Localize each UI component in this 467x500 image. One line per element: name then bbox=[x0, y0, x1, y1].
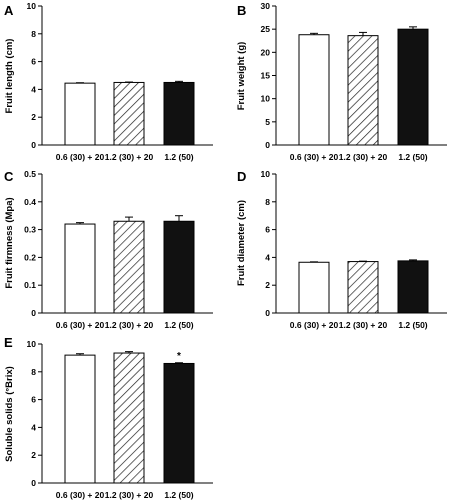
panel-e-category-label: 1.2 (30) + 20 bbox=[105, 490, 154, 500]
panel-d-ytick-label: 0 bbox=[265, 308, 270, 318]
panel-a-letter: A bbox=[4, 3, 14, 18]
panel-e-category-label: 0.6 (30) + 20 bbox=[56, 490, 105, 500]
panel-e-ytick-label: 2 bbox=[31, 450, 36, 460]
panel-a-bar bbox=[163, 81, 195, 146]
panel-b-ytick-label: 20 bbox=[261, 47, 271, 57]
panel-c-bar bbox=[163, 220, 195, 314]
panel-d-letter: D bbox=[237, 169, 246, 184]
panel-c-category-label: 1.2 (50) bbox=[164, 320, 193, 330]
panel-b-ytick-label: 10 bbox=[261, 94, 271, 104]
panel-e-significance-mark: * bbox=[177, 351, 181, 362]
panel-e-category-label: 1.2 (50) bbox=[164, 490, 193, 500]
panel-b-ytick-label: 30 bbox=[261, 1, 271, 11]
panel-a-bar bbox=[64, 82, 96, 146]
panel-d-category-label: 0.6 (30) + 20 bbox=[290, 320, 339, 330]
panel-d: D Fruit diameter (cm) bbox=[236, 169, 247, 286]
panel-b-bar bbox=[397, 28, 429, 146]
panel-c: C Fruit firmness (Mpa) bbox=[4, 169, 15, 289]
panel-d-bar bbox=[298, 261, 330, 314]
panel-a-bar bbox=[113, 81, 145, 146]
panel-a-plot: 0 2 4 6 8 10 0.6 (30) + 20 1.2 (30) + 20 1.2 (50… bbox=[27, 1, 213, 162]
panel-a-ytick-label: 8 bbox=[31, 29, 36, 39]
panel-e-ytick-label: 0 bbox=[31, 478, 36, 488]
panel-a-ytick-label: 6 bbox=[31, 57, 36, 67]
panel-c-category-label: 1.2 (30) + 20 bbox=[105, 320, 154, 330]
panel-c-category-label: 0.6 (30) + 20 bbox=[56, 320, 105, 330]
panel-b-bar bbox=[347, 35, 379, 146]
panel-e-ytick-label: 4 bbox=[31, 422, 36, 432]
panel-a-ytick-label: 10 bbox=[27, 1, 37, 11]
panel-c-plot: 0 0.1 0.2 0.3 0.4 0.5 0.6 (30) + 20 1.2 (30) + … bbox=[24, 169, 213, 330]
panel-b-category-label: 0.6 (30) + 20 bbox=[290, 152, 339, 162]
panel-b-category-label: 1.2 (30) + 20 bbox=[339, 152, 388, 162]
panel-d-bar bbox=[397, 260, 429, 314]
panel-e-ytick-label: 6 bbox=[31, 395, 36, 405]
panel-c-ytick-label: 0.2 bbox=[24, 252, 36, 262]
panel-b-plot: 0 5 10 15 20 25 30 0.6 (30) + 20 1.2 (30) + 20 1.… bbox=[261, 1, 447, 162]
panel-a: A Fruit length (cm) bbox=[4, 3, 15, 113]
panel-a-category-label: 1.2 (50) bbox=[164, 152, 193, 162]
panel-e: E Soluble solids (°Brix) bbox=[4, 335, 15, 462]
panel-b-letter: B bbox=[237, 3, 246, 18]
panel-d-ytick-label: 10 bbox=[261, 169, 271, 179]
panel-b-ytick-label: 25 bbox=[261, 24, 271, 34]
panel-c-ytick-label: 0.5 bbox=[24, 169, 36, 179]
panel-d-category-label: 1.2 (30) + 20 bbox=[339, 320, 388, 330]
panel-d-ytick-label: 8 bbox=[265, 197, 270, 207]
panel-d-plot: 0 2 4 6 8 10 0.6 (30) + 20 1.2 (30) + 20 1.2 (50… bbox=[261, 169, 447, 330]
panel-c-bar bbox=[113, 220, 145, 314]
panel-e-ytick-label: 10 bbox=[27, 339, 37, 349]
panel-b: B Fruit weight (g) bbox=[236, 3, 247, 110]
panel-b-bar bbox=[298, 34, 330, 146]
panel-e-plot: 0 2 4 6 8 10 0.6 (30) + 20 1.2 (30) + 20 1.2 (50… bbox=[27, 339, 213, 500]
panel-e-bar bbox=[64, 354, 96, 484]
panel-d-ytick-label: 6 bbox=[265, 225, 270, 235]
panel-d-category-label: 1.2 (50) bbox=[398, 320, 427, 330]
panel-d-ytick-label: 2 bbox=[265, 280, 270, 290]
panel-a-ylabel: Fruit length (cm) bbox=[4, 39, 15, 114]
panel-c-letter: C bbox=[4, 169, 14, 184]
panel-e-bar bbox=[163, 362, 195, 484]
panel-c-ytick-label: 0 bbox=[31, 308, 36, 318]
panel-b-ytick-label: 5 bbox=[265, 117, 270, 127]
panel-a-ytick-label: 0 bbox=[31, 140, 36, 150]
panel-b-ylabel: Fruit weight (g) bbox=[236, 42, 247, 111]
panel-c-bar bbox=[64, 223, 96, 314]
panel-e-bar bbox=[113, 352, 145, 484]
panel-e-ylabel: Soluble solids (°Brix) bbox=[4, 366, 15, 462]
panel-e-ytick-label: 8 bbox=[31, 367, 36, 377]
panel-a-ytick-label: 2 bbox=[31, 112, 36, 122]
panel-b-ytick-label: 15 bbox=[261, 71, 271, 81]
panel-d-ylabel: Fruit diameter (cm) bbox=[236, 200, 247, 286]
panel-a-category-label: 0.6 (30) + 20 bbox=[56, 152, 105, 162]
panel-b-category-label: 1.2 (50) bbox=[398, 152, 427, 162]
panel-a-category-label: 1.2 (30) + 20 bbox=[105, 152, 154, 162]
panel-c-ytick-label: 0.4 bbox=[24, 197, 36, 207]
panel-d-ytick-label: 4 bbox=[265, 252, 270, 262]
panel-c-ytick-label: 0.1 bbox=[24, 280, 36, 290]
panel-c-ylabel: Fruit firmness (Mpa) bbox=[4, 197, 15, 288]
panel-e-letter: E bbox=[4, 335, 13, 350]
panel-d-bar bbox=[347, 261, 379, 314]
panel-c-ytick-label: 0.3 bbox=[24, 225, 36, 235]
panel-a-ytick-label: 4 bbox=[31, 84, 36, 94]
panel-b-ytick-label: 0 bbox=[265, 140, 270, 150]
